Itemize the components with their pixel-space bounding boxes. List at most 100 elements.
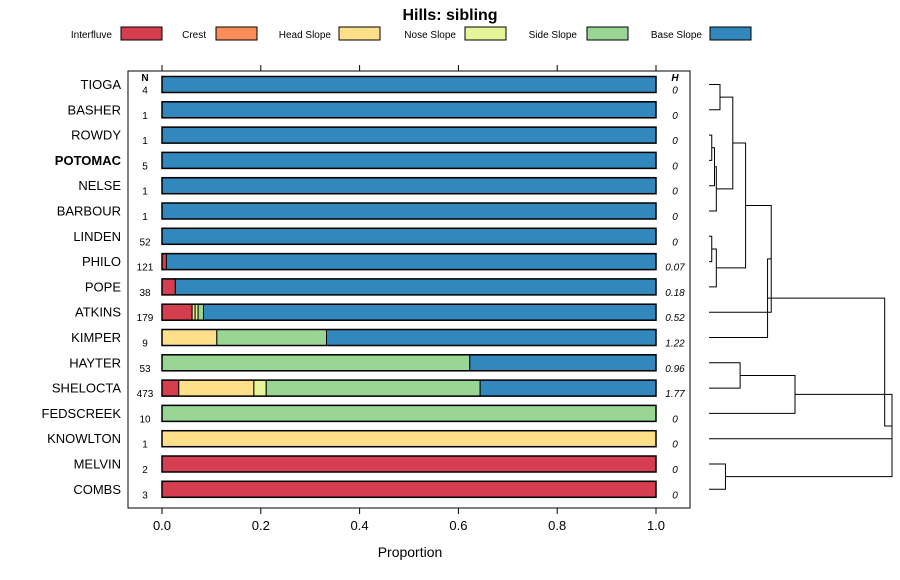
bar-segment-10-2 [161,329,218,346]
row-label-0: TIOGA [81,77,122,92]
bar-segment-11-4 [161,354,471,372]
row-label-16: COMBS [73,482,121,497]
bar-segment-1-5 [161,101,657,119]
row-n-0: 4 [142,86,148,97]
bar-outline-0 [161,75,657,94]
legend-swatch-5 [709,26,752,41]
x-axis-title: Proportion [378,544,443,560]
bar-outline-4 [161,176,657,195]
row-h-0: 0 [672,86,678,97]
bar-segment-6-5 [161,227,657,245]
row-h-1: 0 [672,111,678,122]
bar-segment-10-4 [216,329,328,346]
row-h-3: 0 [672,161,678,172]
row-h-11: 0.96 [665,364,685,375]
bar-segment-11-5 [469,354,657,372]
bar-segment-10-5 [326,329,657,346]
row-label-5: BARBOUR [57,204,121,219]
bar-segment-5-5 [161,202,657,220]
row-h-15: 0 [672,465,678,476]
row-h-4: 0 [672,187,678,198]
bar-segment-8-5 [174,278,657,296]
row-h-7: 0.07 [665,263,685,274]
row-n-2: 1 [142,136,148,147]
dendrogram-link-0 [709,84,721,111]
bar-segment-3-5 [161,151,657,169]
bar-segment-4-5 [161,177,657,195]
dendrogram-link-13 [709,438,893,478]
legend-swatch-1 [215,26,258,41]
legend-swatch-4 [586,26,629,41]
dendrogram-link-7 [716,142,747,269]
row-label-2: ROWDY [71,128,121,143]
legend-swatch-2 [338,26,381,41]
bar-outline-2 [161,126,657,144]
row-label-14: KNOWLTON [47,431,121,446]
dendrogram-link-12 [709,463,726,490]
bar-segment-12-0 [161,379,180,397]
x-tick-label-2: 0.4 [351,518,369,533]
row-label-10: KIMPER [71,330,121,345]
row-h-14: 0 [672,440,678,451]
legend-swatch-3 [464,26,507,41]
bar-segment-16-0 [161,480,657,498]
legend-label-4: Side Slope [529,30,578,41]
dendrogram-link-1 [709,134,713,161]
row-n-5: 1 [142,212,148,223]
bar-segment-8-0 [161,278,176,296]
bar-segment-9-5 [202,303,657,321]
bar-segment-2-5 [161,126,657,144]
legend: Interfluve Crest Head Slope Nose Slope Side … [71,26,752,41]
bar-segment-0-5 [161,76,657,93]
row-n-9: 179 [137,313,154,324]
row-label-15: MELVIN [74,457,121,472]
dendrogram-link-8 [709,204,772,313]
row-label-6: LINDEN [73,229,121,244]
bar-outline-1 [161,101,657,119]
bar-outline-5 [161,202,657,220]
bar-outline-15 [161,455,657,473]
bar-segment-9-4 [197,303,204,321]
x-tick-label-1: 0.2 [252,518,270,533]
legend-label-3: Nose Slope [404,30,456,41]
legend-label-0: Interfluve [71,30,113,41]
row-n-16: 3 [142,490,148,501]
row-h-9: 0.52 [665,313,685,324]
dendrogram [709,84,893,490]
row-h-12: 1.77 [665,389,685,400]
x-tick-label-3: 0.6 [449,518,467,533]
bar-segment-14-2 [161,430,657,448]
row-h-10: 1.22 [665,339,685,350]
bar-outline-13 [161,404,657,423]
row-n-13: 10 [139,414,151,425]
legend-label-1: Crest [182,30,206,41]
x-tick-label-5: 1.0 [647,518,665,533]
bar-segment-7-5 [165,253,657,271]
row-h-2: 0 [672,136,678,147]
row-n-3: 5 [142,161,148,172]
bar-segment-13-4 [161,404,657,422]
dendrogram-link-14 [795,393,893,458]
legend-label-5: Base Slope [651,30,703,41]
row-h-13: 0 [672,414,678,425]
row-n-11: 53 [139,364,151,375]
bar-outline-8 [161,278,657,296]
row-label-9: ATKINS [75,305,121,320]
bar-outline-6 [161,227,657,246]
bar-outline-12 [161,379,657,397]
row-n-1: 1 [142,111,148,122]
x-tick-label-0: 0.0 [153,518,171,533]
row-n-15: 2 [142,465,148,476]
bar-outline-10 [161,328,657,347]
row-label-3: POTOMAC [55,153,122,168]
dendrogram-link-5 [709,235,713,263]
row-label-1: BASHER [68,102,121,117]
row-label-7: PHILO [82,254,121,269]
bar-outline-9 [161,303,657,321]
bar-segment-12-5 [479,379,657,397]
chart-title: Hills: sibling [402,7,497,24]
bar-outline-3 [161,151,657,170]
